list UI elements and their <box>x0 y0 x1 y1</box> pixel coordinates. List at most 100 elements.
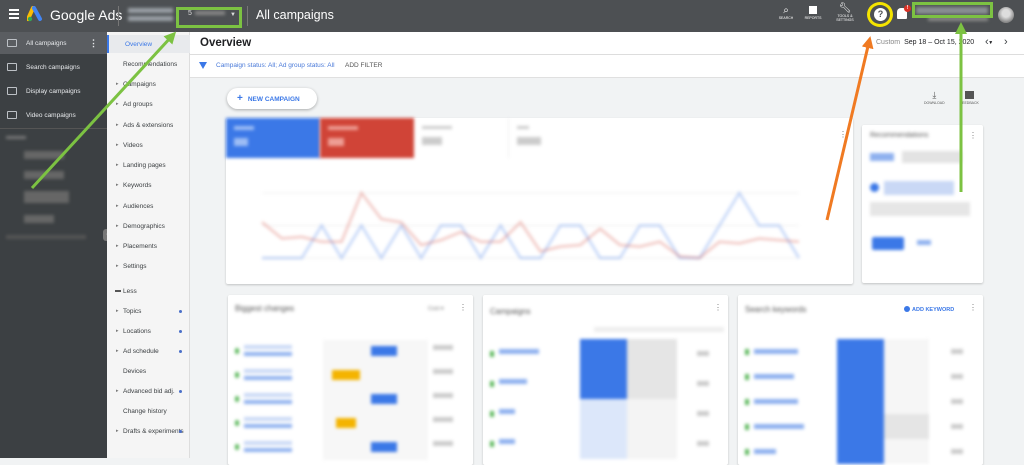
campaign-name <box>244 417 292 421</box>
add-keyword-button[interactable]: ADD KEYWORD <box>904 306 954 313</box>
nav-item-devices[interactable]: Devices <box>107 362 190 380</box>
table-row[interactable] <box>738 439 983 464</box>
status-dot <box>235 396 239 402</box>
dot-icon <box>179 389 182 393</box>
account-selector[interactable]: 5 ▼ <box>182 10 240 24</box>
cost-cell <box>580 429 627 459</box>
apply-button[interactable] <box>872 237 904 250</box>
sidebar-item-label: Video campaigns <box>26 111 76 119</box>
notifications-button[interactable] <box>897 8 907 19</box>
nav-item-advanced-bid-adj[interactable]: ▸ Advanced bid adj. <box>107 382 190 400</box>
nav-item-demographics[interactable]: ▸ Demographics <box>107 217 190 235</box>
feedback-button[interactable]: FEEDBACK <box>960 90 979 105</box>
caret-icon: ▸ <box>116 308 119 314</box>
metric-clicks[interactable] <box>226 118 320 158</box>
status-dot <box>745 349 749 355</box>
nav-item-overview[interactable]: Overview <box>107 35 190 53</box>
table-row[interactable] <box>228 388 473 412</box>
more-vert-icon[interactable]: ⋮ <box>969 303 977 312</box>
reports-button[interactable]: REPORTS <box>802 5 824 20</box>
tools-button[interactable]: 🔧︎ TOOLS & SETTINGS <box>833 3 857 22</box>
table-row[interactable] <box>228 340 473 364</box>
nav-item-change-history[interactable]: Change history <box>107 402 190 420</box>
metric-selector[interactable]: Cost ▾ <box>428 306 444 312</box>
more-vert-icon[interactable]: ⋮ <box>969 131 977 140</box>
nav-item-placements[interactable]: ▸ Placements <box>107 237 190 255</box>
help-button[interactable]: ? <box>874 8 887 21</box>
metric-cost[interactable] <box>508 118 602 158</box>
sidebar-item-search-campaigns[interactable]: Search campaigns <box>0 56 107 78</box>
view-button[interactable] <box>917 240 931 245</box>
nav-item-campaigns[interactable]: ▸ Campaigns <box>107 75 190 93</box>
nav-item-settings[interactable]: ▸ Settings <box>107 257 190 275</box>
new-campaign-button[interactable]: + NEW CAMPAIGN <box>227 88 317 109</box>
grid-icon <box>7 39 17 47</box>
more-vert-icon[interactable]: ⋮ <box>459 303 467 312</box>
nav-item-less[interactable]: Less <box>107 282 190 300</box>
cost-cell <box>580 399 627 429</box>
metric-avg-cpc[interactable] <box>414 118 508 158</box>
next-period-button[interactable]: › <box>1004 36 1008 48</box>
series-line-1 <box>261 190 800 260</box>
nav-item-ad-schedule[interactable]: ▸ Ad schedule <box>107 342 190 360</box>
cost-cell <box>837 439 884 464</box>
nav-item-topics[interactable]: ▸ Topics <box>107 302 190 320</box>
date-range-picker[interactable]: Custom Sep 18 – Oct 15, 2020 ▼ <box>876 39 993 46</box>
table-row[interactable] <box>228 364 473 388</box>
table-row[interactable] <box>483 339 728 369</box>
nav-item-ads-extensions[interactable]: ▸ Ads & extensions <box>107 116 190 134</box>
clicks-cell <box>627 339 677 369</box>
download-button[interactable]: ⤓ DOWNLOAD <box>924 90 945 105</box>
table-row[interactable] <box>738 339 983 364</box>
nav-item-keywords[interactable]: ▸ Keywords <box>107 176 190 194</box>
table-row[interactable] <box>228 436 473 460</box>
table-row[interactable] <box>483 429 728 459</box>
account-selector-value: 5 <box>188 10 192 17</box>
previous-period-button[interactable]: ‹ <box>985 36 989 48</box>
add-filter-button[interactable]: ADD FILTER <box>345 62 383 69</box>
search-button[interactable]: ⌕ SEARCH <box>777 5 795 20</box>
add-keyword-label: ADD KEYWORD <box>912 307 955 313</box>
table-row[interactable] <box>483 399 728 429</box>
table-row[interactable] <box>738 364 983 389</box>
nav-item-locations[interactable]: ▸ Locations <box>107 322 190 340</box>
nav-item-videos[interactable]: ▸ Videos <box>107 136 190 154</box>
menu-icon[interactable] <box>9 9 19 19</box>
table-row[interactable] <box>228 412 473 436</box>
nav-item-drafts-experiments[interactable]: ▸ Drafts & experiments <box>107 422 190 440</box>
change-value <box>433 441 453 446</box>
campaign-link <box>244 352 292 356</box>
table-row[interactable] <box>738 414 983 439</box>
sidebar-item-all-campaigns[interactable]: All campaigns ⋮ <box>0 32 107 54</box>
more-vert-icon[interactable]: ⋮ <box>89 37 98 48</box>
date-range-prefix: Custom <box>876 39 901 46</box>
filter-status[interactable]: Campaign status: All; Ad group status: A… <box>216 62 335 69</box>
campaign-link <box>244 448 292 452</box>
more-vert-icon[interactable]: ⋮ <box>839 130 847 139</box>
nav-item-audiences[interactable]: ▸ Audiences <box>107 197 190 215</box>
status-dot <box>745 399 749 405</box>
nav-item-landing-pages[interactable]: ▸ Landing pages <box>107 156 190 174</box>
sidebar-item-video-campaigns[interactable]: Video campaigns <box>0 104 107 126</box>
brand-name: Google Ads <box>50 7 123 23</box>
series-line-0 <box>262 190 801 261</box>
metric-impressions[interactable] <box>320 118 414 158</box>
page-title: All campaigns <box>256 8 334 22</box>
account-name[interactable] <box>128 8 173 13</box>
campaign-sidebar: All campaigns ⋮ Search campaigns Display … <box>0 32 112 458</box>
card-title: Campaigns <box>490 307 531 316</box>
filter-icon[interactable] <box>199 62 207 69</box>
status-dot <box>235 372 239 378</box>
nav-item-recommendations[interactable]: Recommendations <box>107 55 190 73</box>
table-row[interactable] <box>483 369 728 399</box>
reports-icon <box>809 6 817 14</box>
account-email[interactable] <box>916 7 988 14</box>
sidebar-item-display-campaigns[interactable]: Display campaigns <box>0 80 107 102</box>
nav-item-ad-groups[interactable]: ▸ Ad groups <box>107 95 190 113</box>
more-vert-icon[interactable]: ⋮ <box>714 303 722 312</box>
status-dot <box>490 381 494 387</box>
table-row[interactable] <box>738 389 983 414</box>
change-bar <box>371 442 397 452</box>
avatar[interactable] <box>998 7 1014 23</box>
nav-item-label: Placements <box>123 242 157 250</box>
